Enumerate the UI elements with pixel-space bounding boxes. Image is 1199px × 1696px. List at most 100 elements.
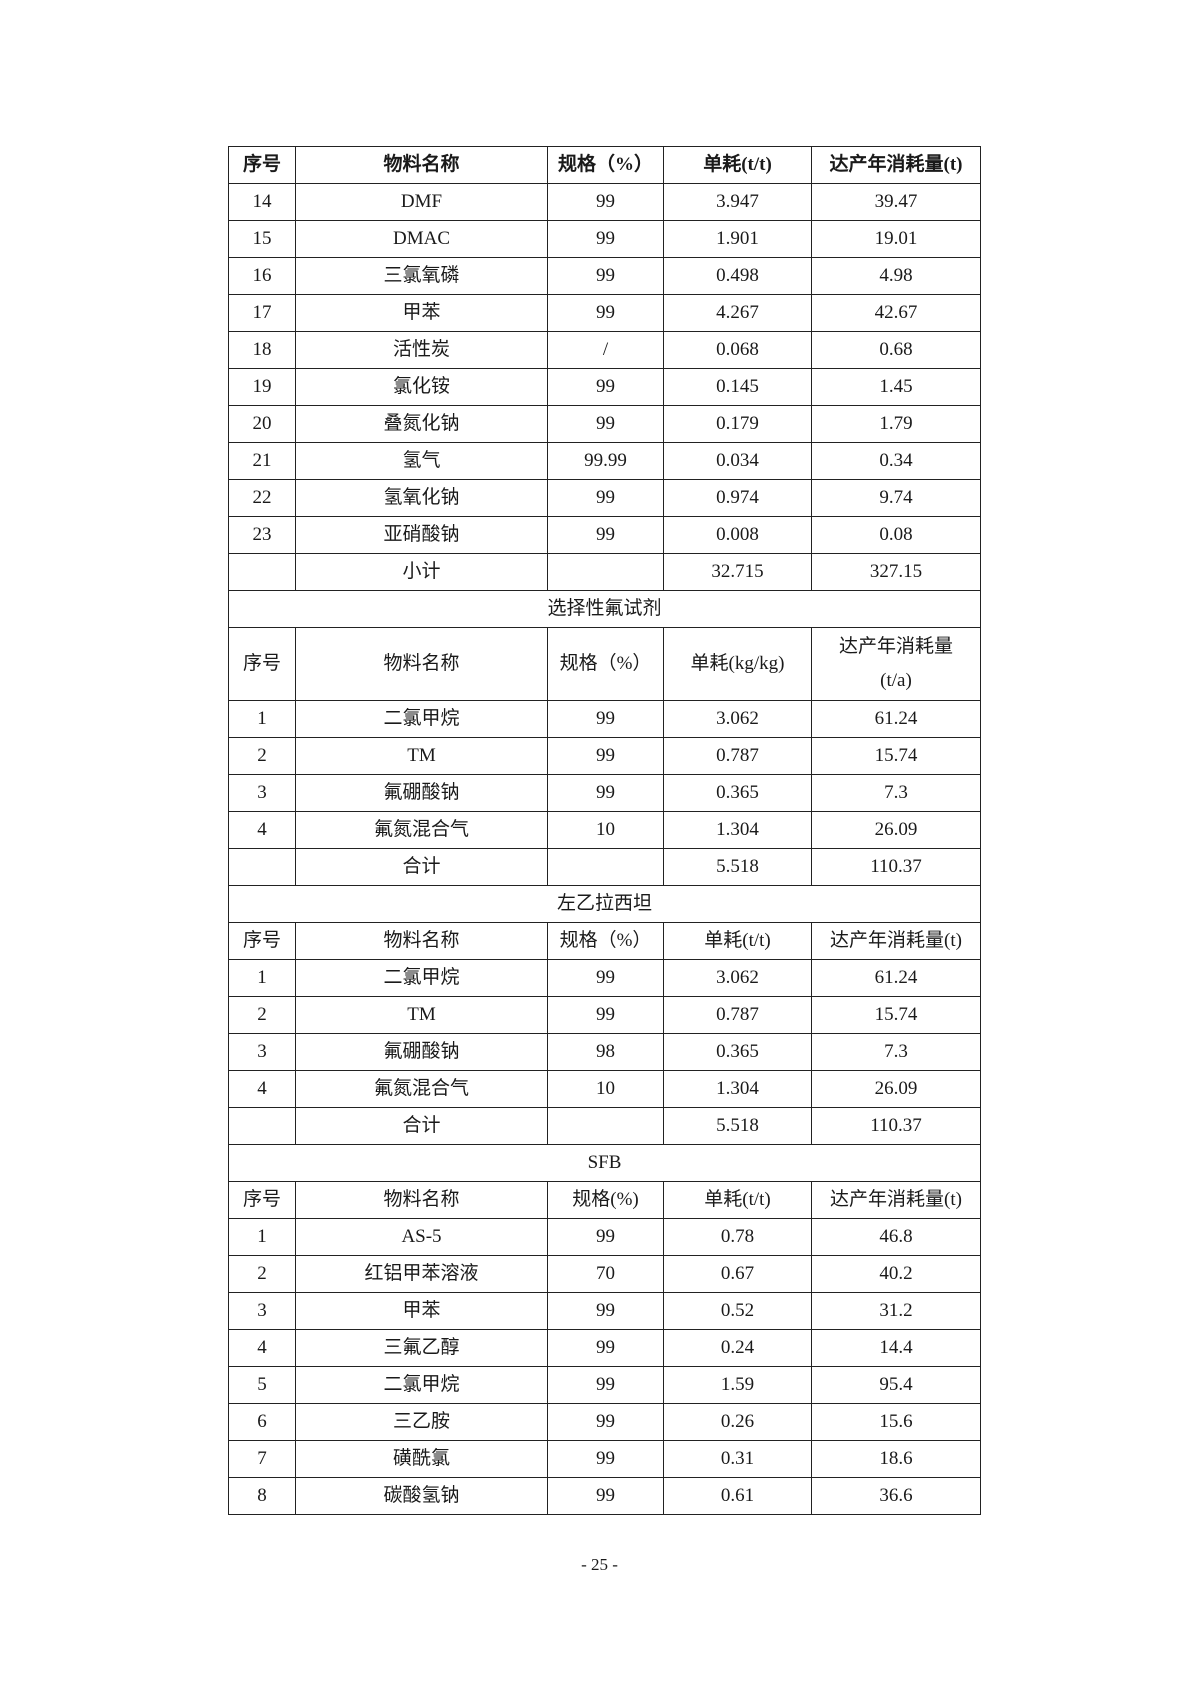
table-cell: 达产年消耗量(t) <box>811 922 981 960</box>
table-cell: 31.2 <box>811 1292 981 1330</box>
table-cell: 0.68 <box>811 331 981 369</box>
table-cell: 5 <box>228 1366 296 1404</box>
table-cell: 氟氮混合气 <box>295 1070 548 1108</box>
table-cell: 61.24 <box>811 959 981 997</box>
table-cell: 0.61 <box>663 1477 812 1515</box>
table-cell: 1.79 <box>811 405 981 443</box>
table-cell: 99 <box>547 479 664 517</box>
header-unit: (t/a) <box>880 670 912 691</box>
material-consumption-table: 序号 物料名称 规格（%） 单耗(t/t) 达产年消耗量(t) 14 DMF 99 3.947 3… <box>228 146 981 1515</box>
table-cell: 叠氮化钠 <box>295 405 548 443</box>
table-cell: 5.518 <box>663 848 812 886</box>
table-cell: 0.78 <box>663 1218 812 1256</box>
table-row: 3 氟硼酸钠 99 0.365 7.3 <box>228 774 981 812</box>
table-cell: 99 <box>547 1440 664 1478</box>
table-cell: 0.787 <box>663 996 812 1034</box>
table-cell: 99 <box>547 257 664 295</box>
table-cell: 物料名称 <box>295 627 548 701</box>
table-cell: 4 <box>228 811 296 849</box>
table-cell: 二氯甲烷 <box>295 959 548 997</box>
table-cell: 99.99 <box>547 442 664 480</box>
table-cell: 氟硼酸钠 <box>295 774 548 812</box>
table-cell: 7 <box>228 1440 296 1478</box>
table-cell: 0.08 <box>811 516 981 554</box>
table-cell: 4 <box>228 1329 296 1367</box>
table-cell: 42.67 <box>811 294 981 332</box>
table-cell: 0.52 <box>663 1292 812 1330</box>
table-cell: 99 <box>547 405 664 443</box>
table-cell: 4.267 <box>663 294 812 332</box>
table-cell: 序号 <box>228 146 296 184</box>
table-cell: 氢气 <box>295 442 548 480</box>
table-cell: 99 <box>547 1403 664 1441</box>
table-cell: 3.062 <box>663 700 812 738</box>
table-cell: 6 <box>228 1403 296 1441</box>
table-cell: 单耗(kg/kg) <box>663 627 812 701</box>
table-cell: 15 <box>228 220 296 258</box>
table-cell: 70 <box>547 1255 664 1293</box>
table-cell: 23 <box>228 516 296 554</box>
table-cell: 物料名称 <box>295 146 548 184</box>
table-cell: 亚硝酸钠 <box>295 516 548 554</box>
subtotal-row: 小计 32.715 327.15 <box>228 553 981 591</box>
table-cell: 18.6 <box>811 1440 981 1478</box>
table-cell: TM <box>295 737 548 775</box>
table-cell: 达产年消耗量(t) <box>811 146 981 184</box>
table-cell: 物料名称 <box>295 922 548 960</box>
table-cell: 9.74 <box>811 479 981 517</box>
table-cell: 95.4 <box>811 1366 981 1404</box>
section-title-row: 左乙拉西坦 <box>228 885 981 923</box>
table-cell: 18 <box>228 331 296 369</box>
table-cell: 4.98 <box>811 257 981 295</box>
table-cell: 99 <box>547 774 664 812</box>
table-row: 1 二氯甲烷 99 3.062 61.24 <box>228 959 981 997</box>
table-cell: 46.8 <box>811 1218 981 1256</box>
table-cell: 红铝甲苯溶液 <box>295 1255 548 1293</box>
table-row: 8 碳酸氢钠 99 0.61 36.6 <box>228 1477 981 1515</box>
table-cell: 17 <box>228 294 296 332</box>
table-cell: 98 <box>547 1033 664 1071</box>
table-cell: TM <box>295 996 548 1034</box>
header-row: 序号 物料名称 规格（%） 单耗(t/t) 达产年消耗量(t) <box>228 146 981 184</box>
table-cell: 合计 <box>295 1107 548 1145</box>
table-cell: 3 <box>228 774 296 812</box>
table-row: 2 TM 99 0.787 15.74 <box>228 737 981 775</box>
table-row: 4 氟氮混合气 10 1.304 26.09 <box>228 811 981 849</box>
table-cell: 合计 <box>295 848 548 886</box>
table-row: 17 甲苯 99 4.267 42.67 <box>228 294 981 332</box>
table-cell: 甲苯 <box>295 1292 548 1330</box>
table-cell: 99 <box>547 220 664 258</box>
table-cell <box>228 848 296 886</box>
table-cell: 达产年消耗量(t) <box>811 1181 981 1219</box>
table-row: 1 二氯甲烷 99 3.062 61.24 <box>228 700 981 738</box>
table-cell: 二氯甲烷 <box>295 1366 548 1404</box>
table-cell: 序号 <box>228 1181 296 1219</box>
table-cell: 16 <box>228 257 296 295</box>
section-title: 选择性氟试剂 <box>228 590 981 628</box>
table-cell: 1.59 <box>663 1366 812 1404</box>
table-cell: 15.6 <box>811 1403 981 1441</box>
table-cell: 99 <box>547 516 664 554</box>
table-cell: / <box>547 331 664 369</box>
table-cell: 0.31 <box>663 1440 812 1478</box>
table-cell: 0.67 <box>663 1255 812 1293</box>
table-cell: 14.4 <box>811 1329 981 1367</box>
table-row: 3 甲苯 99 0.52 31.2 <box>228 1292 981 1330</box>
table-cell: 22 <box>228 479 296 517</box>
table-cell: 0.365 <box>663 1033 812 1071</box>
table-cell: 1.901 <box>663 220 812 258</box>
table-cell: 99 <box>547 1218 664 1256</box>
table-cell: 7.3 <box>811 1033 981 1071</box>
table-cell: 21 <box>228 442 296 480</box>
table-cell: 甲苯 <box>295 294 548 332</box>
table-cell: 达产年消耗量 (t/a) <box>811 627 981 701</box>
table-cell: 序号 <box>228 922 296 960</box>
table-cell: 三乙胺 <box>295 1403 548 1441</box>
table-cell: 110.37 <box>811 1107 981 1145</box>
table-cell: 4 <box>228 1070 296 1108</box>
table-cell: 26.09 <box>811 811 981 849</box>
table-cell: 7.3 <box>811 774 981 812</box>
table-cell: 327.15 <box>811 553 981 591</box>
table-cell: 15.74 <box>811 996 981 1034</box>
table-row: 16 三氯氧磷 99 0.498 4.98 <box>228 257 981 295</box>
